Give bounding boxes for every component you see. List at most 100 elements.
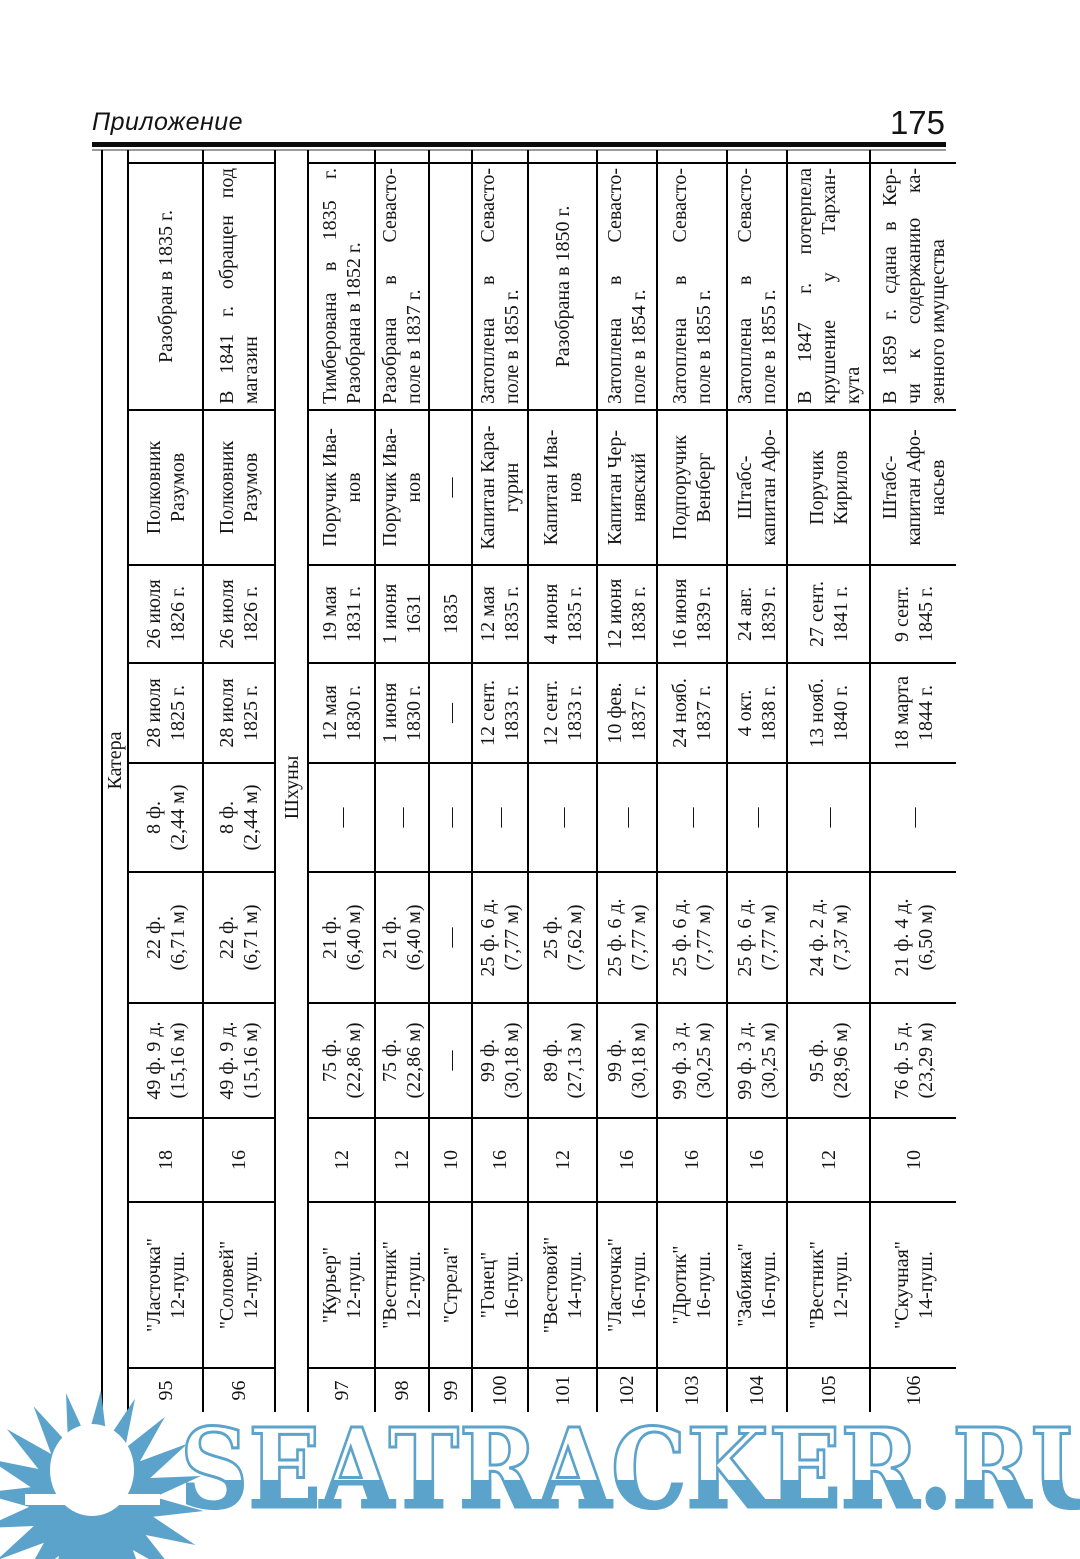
cell-laid: 12 сент. 1833 г. bbox=[472, 663, 528, 763]
cell-builder: — bbox=[429, 410, 472, 565]
cell-width: 25 ф. 6 д. (7,77 м) bbox=[727, 872, 787, 1003]
cell-launched: 27 сент. 1841 г. bbox=[787, 565, 870, 663]
cell-name: "Гонец" 16-пуш. bbox=[472, 1202, 528, 1368]
cell-num: 105 bbox=[787, 1368, 870, 1412]
cell-builder: Полковник Разумов bbox=[203, 410, 275, 565]
cell-laid: 13 нояб. 1840 г. bbox=[787, 663, 870, 763]
cell-guns: 10 bbox=[870, 1118, 956, 1202]
cell-laid: 12 сент. 1833 г. bbox=[528, 663, 597, 763]
fate-line: магазин bbox=[240, 336, 262, 404]
table-border-stub bbox=[472, 150, 528, 163]
cell-laid: 28 июля 1825 г. bbox=[203, 663, 275, 763]
fate-line: поле в 1837 г. bbox=[403, 289, 425, 404]
cell-fate: Затоплена в Севасто-поле в 1854 г. bbox=[597, 163, 657, 410]
table-row-106: 106 "Скучная" 14-пуш. 10 76 ф. 5 д. (23,29 … bbox=[870, 150, 956, 1412]
table-border-stub bbox=[102, 150, 128, 163]
cell-laid: 4 окт. 1838 г. bbox=[727, 663, 787, 763]
cell-builder: Поручик Кирилов bbox=[787, 410, 870, 565]
cell-draft: — bbox=[472, 763, 528, 872]
table-row-99: 99 "Стрела" 10— — — —1835— bbox=[429, 150, 472, 1412]
cell-guns: 12 bbox=[787, 1118, 870, 1202]
cell-draft: — bbox=[375, 763, 429, 872]
cell-guns: 12 bbox=[375, 1118, 429, 1202]
cell-builder: Полковник Разумов bbox=[128, 410, 203, 565]
fate-line: Разобрана в Севасто- bbox=[379, 168, 401, 404]
table-row-98: 98 "Вестник" 12-пуш. 12 75 ф. (22,86 м) 21 ф… bbox=[375, 150, 429, 1412]
cell-fate bbox=[429, 163, 472, 410]
cell-builder: Капитан Кара- гурин bbox=[472, 410, 528, 565]
section-row: Катера bbox=[102, 150, 128, 1412]
cell-builder: Капитан Ива- нов bbox=[528, 410, 597, 565]
section-header-label: Шхуны bbox=[275, 163, 308, 1412]
page-title: Приложение bbox=[92, 108, 244, 136]
table-border-stub bbox=[870, 150, 956, 163]
cell-length: 75 ф. (22,86 м) bbox=[308, 1003, 375, 1118]
section-header-label: Катера bbox=[102, 163, 128, 1412]
table-row-105: 105 "Вестник" 12-пуш. 12 95 ф. (28,96 м) 24 … bbox=[787, 150, 870, 1412]
cell-width: 25 ф. (7,62 м) bbox=[528, 872, 597, 1003]
cell-width: — bbox=[429, 872, 472, 1003]
fate-line: В 1847 г. потерпела bbox=[793, 168, 816, 404]
cell-builder: Поручик Ива- нов bbox=[375, 410, 429, 565]
cell-length: 89 ф. (27,13 м) bbox=[528, 1003, 597, 1118]
cell-draft: — bbox=[308, 763, 375, 872]
cell-length: 99 ф. 3 д. (30,25 м) bbox=[727, 1003, 787, 1118]
ships-table-container: Катера 95 "Ласточка" 12-пуш. 18 49 ф. 9 д. (… bbox=[101, 150, 956, 1412]
cell-length: 95 ф. (28,96 м) bbox=[787, 1003, 870, 1118]
fate-line: поле в 1855 г. bbox=[693, 289, 715, 404]
cell-num: 103 bbox=[657, 1368, 727, 1412]
table-row-95: 95 "Ласточка" 12-пуш. 18 49 ф. 9 д. (15,16 … bbox=[128, 150, 203, 1412]
cell-launched: 26 июля 1826 г. bbox=[128, 565, 203, 663]
rotated-table-wrapper: Катера 95 "Ласточка" 12-пуш. 18 49 ф. 9 д. (… bbox=[101, 150, 956, 1412]
cell-launched: 16 июня 1839 г. bbox=[657, 565, 727, 663]
cell-draft: 8 ф. (2,44 м) bbox=[128, 763, 203, 872]
cell-length: 99 ф. (30,18 м) bbox=[597, 1003, 657, 1118]
fate-line: Затоплена в Севасто- bbox=[734, 168, 756, 404]
cell-fate: Затоплена в Севасто-поле в 1855 г. bbox=[727, 163, 787, 410]
cell-guns: 16 bbox=[203, 1118, 275, 1202]
cell-builder: Подпоручик Венберг bbox=[657, 410, 727, 565]
cell-num: 96 bbox=[203, 1368, 275, 1412]
cell-width: 25 ф. 6 д. (7,77 м) bbox=[472, 872, 528, 1003]
cell-fate: Затоплена в Севасто-поле в 1855 г. bbox=[657, 163, 727, 410]
cell-name: "Забияка" 16-пуш. bbox=[727, 1202, 787, 1368]
table-border-stub bbox=[128, 150, 203, 163]
cell-laid: 12 мая 1830 г. bbox=[308, 663, 375, 763]
fate-line: Затоплена в Севасто- bbox=[477, 168, 499, 404]
cell-num: 98 bbox=[375, 1368, 429, 1412]
cell-draft: 8 ф. (2,44 м) bbox=[203, 763, 275, 872]
table-border-stub bbox=[203, 150, 275, 163]
table-row-101: 101 "Вестовой" 14-пуш. 12 89 ф. (27,13 м) 25… bbox=[528, 150, 597, 1412]
cell-builder: Капитан Чер- нявский bbox=[597, 410, 657, 565]
cell-name: "Вестовой" 14-пуш. bbox=[528, 1202, 597, 1368]
cell-fate: В 1841 г. обращен под магазин bbox=[203, 163, 275, 410]
cell-guns: 16 bbox=[597, 1118, 657, 1202]
cell-length: 99 ф. 3 д. (30,25 м) bbox=[657, 1003, 727, 1118]
cell-width: 22 ф. (6,71 м) bbox=[203, 872, 275, 1003]
cell-name: "Стрела" bbox=[429, 1202, 472, 1368]
table-row-103: 103 "Дротик" 16-пуш. 16 99 ф. 3 д. (30,25 м… bbox=[657, 150, 727, 1412]
page-number: 175 bbox=[889, 104, 945, 141]
cell-num: 104 bbox=[727, 1368, 787, 1412]
table-border-stub bbox=[375, 150, 429, 163]
cell-guns: 16 bbox=[657, 1118, 727, 1202]
cell-draft: — bbox=[727, 763, 787, 872]
cell-name: "Ласточка" 16-пуш. bbox=[597, 1202, 657, 1368]
cell-builder: Штабс- капитан Афо- насьев bbox=[870, 410, 956, 565]
fate-line: Разобрана в 1852 г. bbox=[342, 242, 365, 404]
cell-width: 21 ф. (6,40 м) bbox=[375, 872, 429, 1003]
cell-length: 76 ф. 5 д. (23,29 м) bbox=[870, 1003, 956, 1118]
cell-fate: В 1847 г. потерпела крушение у Тархан-кут… bbox=[787, 163, 870, 410]
table-border-stub bbox=[429, 150, 472, 163]
section-row: Шхуны bbox=[275, 150, 308, 1412]
cell-width: 25 ф. 6 д. (7,77 м) bbox=[597, 872, 657, 1003]
cell-name: "Дротик" 16-пуш. bbox=[657, 1202, 727, 1368]
fate-line: крушение у Тархан- bbox=[817, 168, 840, 404]
cell-num: 102 bbox=[597, 1368, 657, 1412]
cell-draft: — bbox=[597, 763, 657, 872]
cell-width: 21 ф. 4 д. (6,50 м) bbox=[870, 872, 956, 1003]
cell-builder: Штабс- капитан Афо- bbox=[727, 410, 787, 565]
table-border-stub bbox=[787, 150, 870, 163]
fate-line: зенного имущества bbox=[926, 239, 949, 404]
header-rule-thick bbox=[92, 142, 946, 147]
